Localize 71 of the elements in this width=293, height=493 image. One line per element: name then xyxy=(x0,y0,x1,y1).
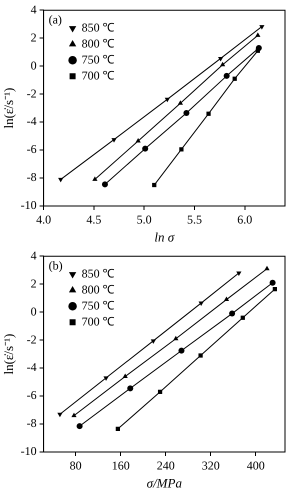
x-tick-label: 5.0 xyxy=(136,212,152,226)
x-tick-label: 4.0 xyxy=(36,212,52,226)
y-tick-label: 0 xyxy=(30,304,37,318)
x-axis-title: ln σ xyxy=(154,230,175,245)
x-tick-label: 320 xyxy=(202,458,220,472)
point xyxy=(76,423,83,430)
legend-label: 800 ℃ xyxy=(82,36,115,50)
point xyxy=(179,147,184,152)
annotation: (a) xyxy=(48,12,62,26)
x-tick-label: 6.0 xyxy=(237,212,252,226)
y-axis-title: ln(ε̇/s⁻¹) xyxy=(1,88,16,129)
point xyxy=(206,112,211,116)
point xyxy=(224,72,230,79)
point xyxy=(224,296,230,302)
y-tick-label: -6 xyxy=(26,142,37,156)
y-tick-label: -4 xyxy=(26,360,37,374)
y-tick-label: 2 xyxy=(30,30,37,44)
y-tick-label: 4 xyxy=(30,248,37,262)
point xyxy=(178,348,184,354)
y-tick-label: -2 xyxy=(26,86,37,100)
y-tick-label: -10 xyxy=(20,198,37,212)
legend-label: 800 ℃ xyxy=(82,282,115,296)
point xyxy=(232,76,237,81)
point xyxy=(92,176,98,181)
point xyxy=(136,138,141,142)
y-tick-label: 0 xyxy=(30,58,37,72)
point xyxy=(259,25,264,30)
y-tick-label: 4 xyxy=(30,2,37,16)
legend-label: 750 ℃ xyxy=(82,298,115,312)
point xyxy=(255,32,260,37)
point xyxy=(71,412,77,418)
point xyxy=(152,182,156,188)
y-tick-label: -8 xyxy=(26,170,37,184)
y-tick-label: -6 xyxy=(26,388,37,402)
point xyxy=(256,44,262,51)
y-tick-label: -4 xyxy=(26,114,37,128)
point xyxy=(158,390,162,394)
point xyxy=(58,178,64,182)
point xyxy=(264,266,270,270)
y-tick-label: -2 xyxy=(26,332,37,346)
point xyxy=(270,280,276,286)
x-tick-label: 400 xyxy=(246,458,265,472)
point xyxy=(236,271,242,276)
point xyxy=(127,385,134,392)
point xyxy=(111,138,117,143)
x-tick-label: 240 xyxy=(156,458,175,472)
point xyxy=(142,146,148,152)
point xyxy=(183,110,190,116)
point xyxy=(229,310,236,317)
y-tick-label: 2 xyxy=(30,276,37,290)
point xyxy=(122,373,128,378)
legend-label: 700 ℃ xyxy=(82,314,115,328)
x-tick-label: 4.5 xyxy=(86,212,102,226)
point xyxy=(218,56,224,62)
y-tick-label: -8 xyxy=(26,416,37,430)
x-tick-label: 80 xyxy=(70,458,82,472)
y-tick-label: -10 xyxy=(20,444,37,458)
x-axis-title: σ/MPa xyxy=(146,476,182,491)
legend-label: 750 ℃ xyxy=(82,52,115,66)
point xyxy=(103,376,109,381)
y-axis-title: ln(ε̇/s⁻¹) xyxy=(1,334,16,375)
x-tick-label: 5.5 xyxy=(186,212,202,226)
legend-label: 850 ℃ xyxy=(82,20,115,34)
annotation: (b) xyxy=(48,258,63,272)
legend-label: 850 ℃ xyxy=(82,266,115,280)
legend-label: 700 ℃ xyxy=(82,68,115,82)
point xyxy=(198,302,204,306)
point xyxy=(57,412,63,418)
x-tick-label: 160 xyxy=(112,458,130,472)
point xyxy=(240,316,245,320)
point xyxy=(102,181,108,188)
